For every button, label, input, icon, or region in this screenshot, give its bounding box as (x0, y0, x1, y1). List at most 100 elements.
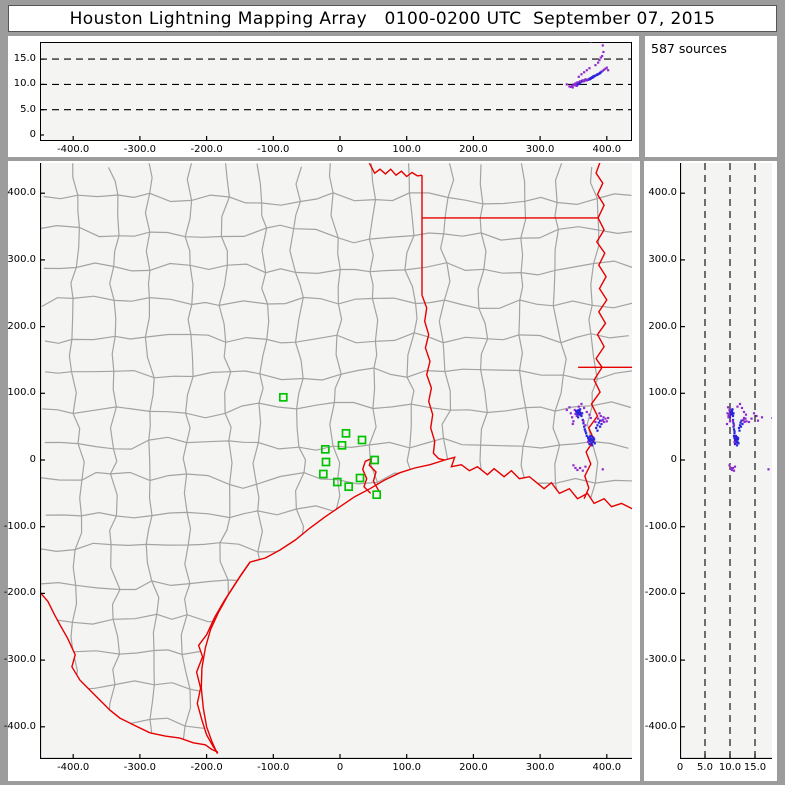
lightning-source-dot (607, 69, 610, 72)
lightning-source-dot (593, 74, 596, 77)
lightning-source-dot (580, 73, 583, 76)
map-plot[interactable] (40, 163, 632, 759)
lightning-source-dot (752, 412, 756, 415)
lightning-source-dot (600, 70, 603, 73)
lightning-source-dot (584, 465, 587, 468)
lightning-source-dot (581, 412, 584, 415)
lightning-source-dot (767, 468, 770, 471)
lightning-source-dot (579, 408, 582, 411)
lightning-source-dot (593, 438, 596, 441)
map-ew-tick-label: 400.0 (592, 762, 622, 773)
map-ew-tick-label: -300.0 (123, 762, 157, 773)
lightning-source-dot (576, 409, 579, 412)
lightning-source-dot (755, 414, 758, 418)
lightning-source-dot (595, 74, 598, 77)
right-panel-ns-tick-label: -200.0 (644, 587, 677, 599)
lightning-source-dot (589, 440, 592, 443)
lightning-source-dot (587, 436, 590, 440)
lightning-source-dot (580, 402, 583, 406)
lightning-source-dot (581, 79, 584, 82)
lightning-source-dot (587, 438, 590, 442)
lightning-source-dot (579, 411, 582, 414)
border-sabine (421, 295, 445, 461)
map-ew-tick-label: 0 (336, 762, 344, 773)
right-panel-ns-tick-label: 300.0 (648, 253, 677, 265)
lightning-source-dot (605, 66, 608, 69)
lightning-source-dot (588, 442, 591, 446)
lightning-source-dot (728, 416, 732, 419)
map-ew-tick-label: -100.0 (257, 762, 290, 773)
lightning-source-dot (736, 438, 740, 441)
county-line (40, 224, 632, 244)
lightning-source-dot (574, 412, 577, 416)
lightning-source-dot (568, 406, 571, 409)
map-ns-tick-label: 400.0 (7, 187, 36, 199)
lightning-source-dot (731, 414, 735, 418)
lightning-source-dot (728, 420, 732, 423)
lightning-source-dot (742, 416, 746, 420)
sources-count-box: 587 sources (645, 36, 777, 157)
lightning-source-dot (582, 422, 585, 425)
lightning-source-dot (589, 416, 592, 420)
county-line (41, 295, 632, 310)
right-panel-alt-tick-label: 15.0 (743, 762, 767, 773)
lightning-source-dot (738, 424, 742, 427)
lightning-source-dot (601, 69, 604, 72)
lightning-source-dot (593, 442, 596, 445)
lma-station-marker (355, 473, 365, 483)
lightning-source-dot (577, 75, 580, 78)
lightning-source-dot (733, 436, 736, 440)
lma-station-marker (278, 392, 288, 402)
lightning-source-dot (584, 430, 587, 433)
lightning-source-dot (591, 438, 594, 442)
sources-count-label: 587 sources (651, 41, 727, 56)
border-la-coast (444, 456, 632, 510)
lightning-source-dot (577, 408, 580, 412)
top-panel-ew-tick-label: 400.0 (592, 144, 622, 155)
lightning-source-dot (732, 469, 736, 472)
lightning-source-dot (597, 72, 600, 75)
lightning-source-dot (574, 466, 577, 470)
lightning-source-dot (565, 83, 568, 86)
lightning-source-dot (589, 438, 592, 441)
altitude-ew-plot[interactable] (40, 42, 632, 141)
lightning-source-dot (579, 80, 582, 83)
altitude-ns-plot[interactable] (680, 163, 772, 759)
lightning-source-dot (756, 419, 760, 422)
lightning-source-dot (737, 442, 740, 445)
lightning-source-dot (592, 440, 595, 444)
lightning-source-dot (736, 405, 739, 408)
lightning-source-dot (607, 416, 610, 420)
lightning-source-dot (725, 422, 729, 426)
lightning-source-dot (602, 416, 605, 419)
lightning-source-dot (601, 54, 604, 58)
right-panel-ns-tick-label: -300.0 (644, 654, 677, 666)
lightning-source-dot (572, 83, 575, 87)
lightning-source-dot (571, 422, 574, 426)
border-barrier-island (200, 561, 251, 754)
right-panel-ns-tick-label: -400.0 (644, 720, 677, 732)
lightning-source-dot (597, 61, 600, 64)
lightning-source-dot (584, 78, 587, 81)
lightning-source-dot (733, 440, 736, 444)
county-line (44, 436, 629, 451)
county-line (180, 163, 194, 754)
county-line (43, 192, 632, 206)
lightning-source-dot (585, 434, 588, 438)
lightning-source-dot (582, 420, 585, 423)
map-ns-tick-label: -100.0 (3, 520, 36, 532)
lightning-source-dot (594, 420, 597, 424)
lightning-source-dot (576, 468, 579, 472)
lightning-source-dot (589, 77, 592, 80)
lightning-source-dot (598, 412, 601, 415)
lightning-source-dot (573, 408, 576, 412)
lightning-source-dot (737, 426, 741, 430)
lightning-source-dot (731, 420, 735, 423)
lightning-source-dot (577, 405, 580, 408)
lightning-source-dot (603, 420, 606, 424)
lma-station-marker (370, 455, 380, 465)
map-ew-tick-label: 300.0 (525, 762, 555, 773)
lightning-source-dot (587, 78, 590, 81)
lightning-source-dot (590, 441, 593, 444)
lightning-source-dot (597, 417, 600, 420)
